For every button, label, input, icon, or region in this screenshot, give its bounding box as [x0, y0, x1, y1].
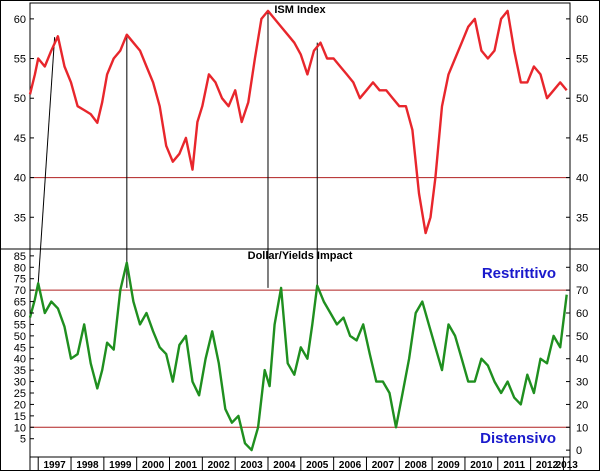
x-axis-year-label: 2000 [142, 460, 165, 471]
dollar-yields-left-tick-label: 20 [14, 399, 26, 411]
ism-panel-title: ISM Index [274, 4, 326, 16]
x-axis-year-label: 1997 [43, 460, 66, 471]
dollar-yields-left-tick-label: 85 [14, 251, 26, 263]
dollar-yields-left-tick-label: 25 [14, 388, 26, 400]
dollar-yields-left-tick-label: 60 [14, 308, 26, 320]
x-axis-year-label: 2005 [306, 460, 329, 471]
ism-panel-frame [29, 2, 571, 250]
x-axis-year-label: 2013 [556, 460, 579, 471]
dollar-yields-left-tick-label: 10 [14, 422, 26, 434]
ism-right-tick-label: 60 [576, 14, 588, 26]
dollar-yields-left-tick-label: 45 [14, 342, 26, 354]
distensivo-annotation: Distensivo [480, 430, 556, 447]
dollar-yields-left-tick-label: 75 [14, 274, 26, 286]
x-axis-year-label: 2010 [470, 460, 493, 471]
connector-line [37, 37, 56, 284]
x-axis-year-label: 2012 [536, 460, 559, 471]
dollar-yields-left-tick-label: 15 [14, 411, 26, 423]
dollar-yields-left-tick-label: 55 [14, 319, 26, 331]
dollar-yields-series-line [28, 261, 568, 452]
dollar-yields-right-tick-label: 20 [576, 399, 588, 411]
ism-right-tick-label: 55 [576, 54, 588, 66]
dollar-yields-left-tick-label: 30 [14, 377, 26, 389]
ism-right-tick-label: 50 [576, 93, 588, 105]
dollar-yields-left-tick-label: 35 [14, 365, 26, 377]
ism-left-tick-label: 60 [14, 14, 26, 26]
x-axis-year-label: 2001 [175, 460, 198, 471]
x-axis-year-label: 2002 [208, 460, 231, 471]
dollar-yields-right-tick-label: 50 [576, 331, 588, 343]
ism-left-tick-label: 45 [14, 133, 26, 145]
x-axis-year-label: 1998 [76, 460, 99, 471]
x-axis-year-label: 2007 [372, 460, 395, 471]
dollar-yields-right-tick-label: 0 [576, 445, 582, 457]
dollar-yields-right-tick-label: 40 [576, 354, 588, 366]
x-axis-year-label: 2011 [503, 460, 525, 471]
x-axis-year-label: 2008 [405, 460, 428, 471]
x-axis-year-label: 1999 [109, 460, 132, 471]
dollar-yields-left-tick-label: 5 [20, 434, 26, 446]
dollar-yields-right-tick-label: 60 [576, 308, 588, 320]
dollar-yields-panel-title: Dollar/Yields Impact [248, 250, 353, 262]
dollar-yields-left-tick-label: 65 [14, 297, 26, 309]
ism-left-tick-label: 40 [14, 173, 26, 185]
dollar-yields-left-tick-label: 40 [14, 354, 26, 366]
ism-series-line [28, 9, 568, 235]
dollar-yields-left-tick-label: 70 [14, 285, 26, 297]
ism-left-tick-label: 50 [14, 93, 26, 105]
ism-left-tick-label: 55 [14, 54, 26, 66]
x-axis-year-label: 2009 [437, 460, 460, 471]
x-axis-year-label: 2004 [273, 460, 296, 471]
dollar-yields-right-tick-label: 10 [576, 422, 588, 434]
ism-right-tick-label: 40 [576, 173, 588, 185]
dollar-yields-right-tick-label: 30 [576, 377, 588, 389]
dollar-yields-right-tick-label: 70 [576, 285, 588, 297]
dollar-yields-left-tick-label: 50 [14, 331, 26, 343]
x-axis-year-label: 2003 [240, 460, 263, 471]
ism-right-tick-label: 45 [576, 133, 588, 145]
dollar-yields-right-tick-label: 80 [576, 262, 588, 274]
restrittivo-annotation: Restrittivo [482, 265, 556, 282]
ism-right-tick-label: 35 [576, 212, 588, 224]
dollar-yields-left-tick-label: 80 [14, 262, 26, 274]
ism-left-tick-label: 35 [14, 212, 26, 224]
x-axis-year-label: 2006 [339, 460, 362, 471]
